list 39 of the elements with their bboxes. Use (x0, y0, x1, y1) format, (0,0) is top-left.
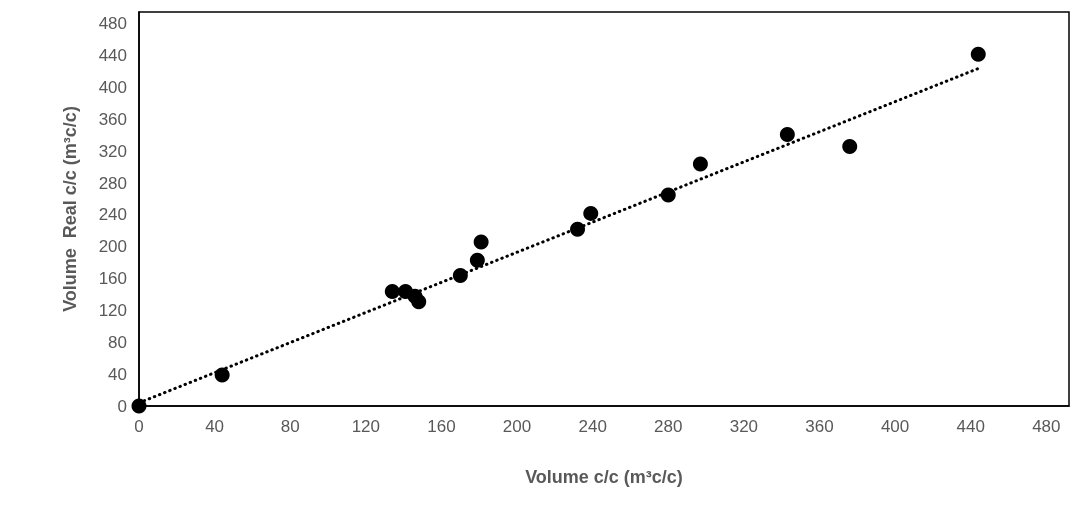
point (411, 294, 427, 310)
point (692, 156, 708, 172)
x-tick-label: 360 (805, 417, 834, 436)
x-tick-label: 400 (880, 417, 910, 436)
point (469, 252, 485, 268)
point (842, 139, 858, 155)
x-tick-label: 240 (578, 417, 607, 436)
y-tick-label: 240 (98, 205, 127, 225)
y-tick-label: 160 (98, 269, 127, 289)
x-tick-label: 0 (134, 417, 144, 436)
x-tick-label: 440 (956, 417, 985, 436)
point (970, 46, 986, 62)
y-axis-title: Volume Real c/c (m³c/c) (60, 106, 80, 312)
point (583, 205, 599, 221)
x-tick-label: 480 (1032, 417, 1061, 436)
y-tick-label: 40 (108, 364, 127, 384)
x-tick-label: 320 (729, 417, 759, 436)
point (384, 283, 400, 299)
y-tick-label: 400 (98, 78, 127, 98)
y-tick-label: 440 (98, 46, 127, 66)
x-tick-label: 120 (351, 417, 381, 436)
point (131, 398, 147, 414)
x-tick-label: 160 (427, 417, 456, 436)
point (570, 221, 586, 237)
y-tick-label: 200 (98, 237, 127, 257)
y-tick-label: 280 (98, 173, 127, 193)
y-tick-label: 320 (98, 141, 127, 161)
x-tick-label: 200 (502, 417, 532, 436)
point (779, 127, 795, 143)
x-tick-label: 80 (280, 417, 300, 436)
y-tick-label: 80 (108, 332, 127, 352)
x-tick-label: 40 (205, 417, 225, 436)
x-tick-label: 280 (654, 417, 683, 436)
y-tick-label: 120 (98, 300, 127, 320)
y-tick-label: 360 (98, 109, 127, 129)
point (473, 234, 489, 250)
x-axis-title: Volume c/c (m³c/c) (525, 467, 683, 487)
y-tick-label: 480 (98, 14, 127, 34)
y-tick-label: 0 (117, 396, 127, 416)
